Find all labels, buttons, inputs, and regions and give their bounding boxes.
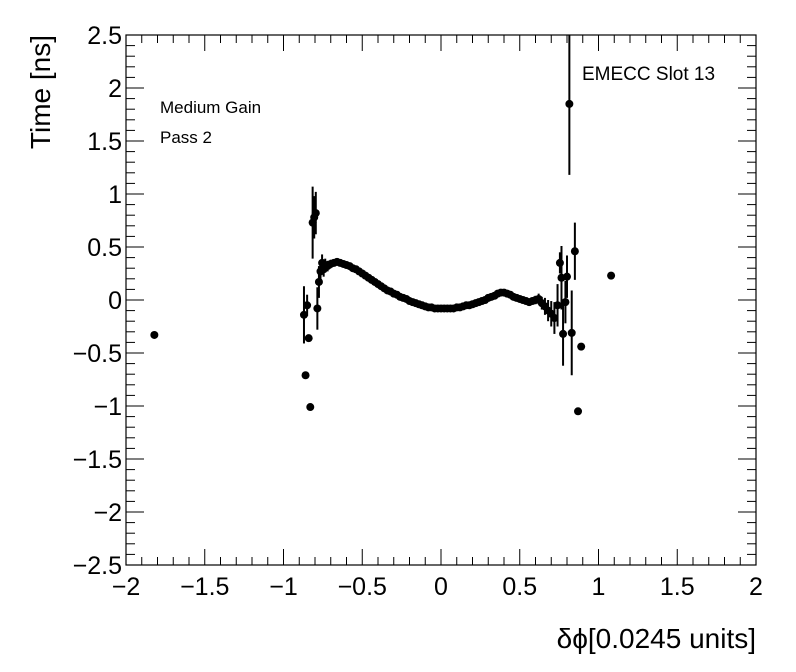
error-bars: [302, 35, 576, 376]
x-tick-label: 0.5: [502, 573, 537, 601]
data-point: [553, 301, 562, 310]
y-tick-label: 0: [108, 287, 122, 315]
data-point: [565, 99, 574, 108]
y-tick-label: −2: [93, 499, 122, 527]
data-point: [577, 342, 586, 351]
data-point: [574, 407, 583, 416]
data-point: [567, 328, 576, 337]
data-point: [301, 371, 310, 380]
x-tick-label: 1: [592, 573, 606, 601]
data-point: [563, 272, 571, 281]
x-tick-label: 0: [434, 573, 448, 601]
data-point: [550, 314, 559, 323]
data-point: [314, 277, 323, 286]
y-tick-label: 2.5: [87, 22, 122, 50]
y-axis-title: Time [ns]: [25, 35, 56, 149]
x-tick-label: −1.5: [180, 573, 229, 601]
data-point: [306, 403, 315, 412]
y-tick-label: −0.5: [73, 340, 122, 368]
y-tick-label: 1.5: [87, 128, 122, 156]
data-point: [313, 304, 322, 313]
axis-ticks: [125, 34, 757, 566]
data-point: [150, 330, 159, 339]
y-tick-label: −1: [93, 393, 122, 421]
y-tick-label: 2: [108, 75, 122, 103]
x-tick-label: −0.5: [338, 573, 387, 601]
y-tick-label: −2.5: [73, 552, 122, 580]
data-points: [150, 99, 616, 416]
annotation-pass: Pass 2: [160, 128, 212, 147]
x-tick-label: −2: [112, 573, 141, 601]
data-point: [304, 334, 313, 343]
data-point: [570, 247, 579, 256]
y-tick-label: 1: [108, 181, 122, 209]
data-point: [299, 310, 308, 319]
data-point: [311, 209, 320, 218]
data-point: [303, 301, 312, 310]
data-point: [555, 258, 564, 267]
tick-labels: −2 −1.5 −1 −0.5 0 0.5 1 1.5 2 2.5 2 1.5 1 0.5 0 −0.5 −1 −…: [73, 22, 763, 601]
y-tick-label: −1.5: [73, 446, 122, 474]
data-point: [607, 271, 616, 280]
x-tick-label: −1: [269, 573, 298, 601]
annotation-slot: EMECC Slot 13: [582, 64, 715, 85]
x-tick-label: 2: [749, 573, 763, 601]
annotation-gain: Medium Gain: [160, 98, 261, 117]
y-tick-label: 0.5: [87, 234, 122, 262]
data-point: [561, 298, 570, 307]
x-axis-title: δϕ[0.0245 units]: [557, 623, 756, 654]
x-tick-label: 1.5: [660, 573, 695, 601]
data-point: [559, 329, 568, 338]
